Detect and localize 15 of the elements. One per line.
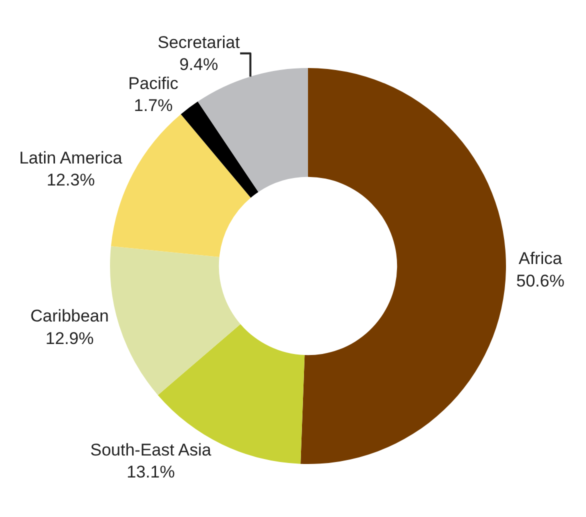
donut-slice <box>300 68 506 464</box>
data-label: 50.6% <box>516 271 564 290</box>
slice-label: Secretariat <box>158 32 240 52</box>
data-label: 1.7% <box>134 96 173 116</box>
data-label: 9.4% <box>179 54 218 74</box>
data-label: 12.3% <box>46 170 95 190</box>
slice-label: Pacific <box>128 74 179 93</box>
slice-label: South-East Asia <box>90 440 212 460</box>
data-label: 12.9% <box>46 328 94 348</box>
donut-slice <box>110 246 240 396</box>
slice-label: Africa <box>518 249 563 268</box>
donut-slice <box>180 102 258 198</box>
slice-label: Latin America <box>19 148 123 168</box>
slice-label: Caribbean <box>30 306 109 326</box>
data-label: 13.1% <box>126 462 175 482</box>
